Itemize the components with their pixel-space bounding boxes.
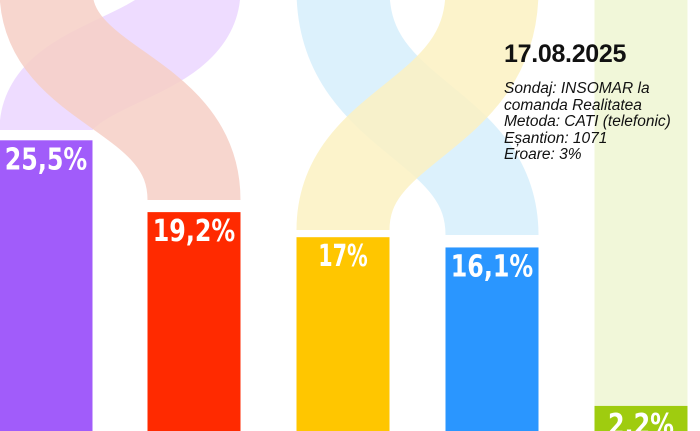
info-line-sample: Eșantion: 1071	[504, 129, 608, 147]
bar-value-label-0: 25,5%	[5, 142, 88, 177]
info-line-error: Eroare: 3%	[504, 146, 582, 163]
bar-4	[594, 405, 688, 431]
bar-3	[445, 247, 539, 431]
bar-1	[147, 212, 241, 431]
bar-value-label-3: 16,1%	[451, 249, 534, 284]
bar-value-label-1: 19,2%	[153, 214, 236, 249]
bar-value-label-2: 17%	[318, 239, 368, 274]
ribbon-4	[594, 0, 688, 431]
poll-date: 17.08.2025	[504, 40, 627, 68]
ribbon-3	[296, 0, 539, 233]
info-line-method: Metoda: CATI (telefonic)	[504, 113, 671, 130]
info-line-client: comanda Realitatea	[504, 96, 642, 114]
bar-2	[296, 237, 390, 431]
bar-0	[0, 140, 93, 431]
poll-info-panel: 17.08.2025 Sondaj: INSOMAR la comanda Re…	[504, 40, 700, 164]
bar-value-label-4: 2,2%	[608, 408, 674, 431]
info-line-source: Sondaj: INSOMAR la	[504, 80, 650, 97]
ribbon-1	[0, 0, 241, 204]
